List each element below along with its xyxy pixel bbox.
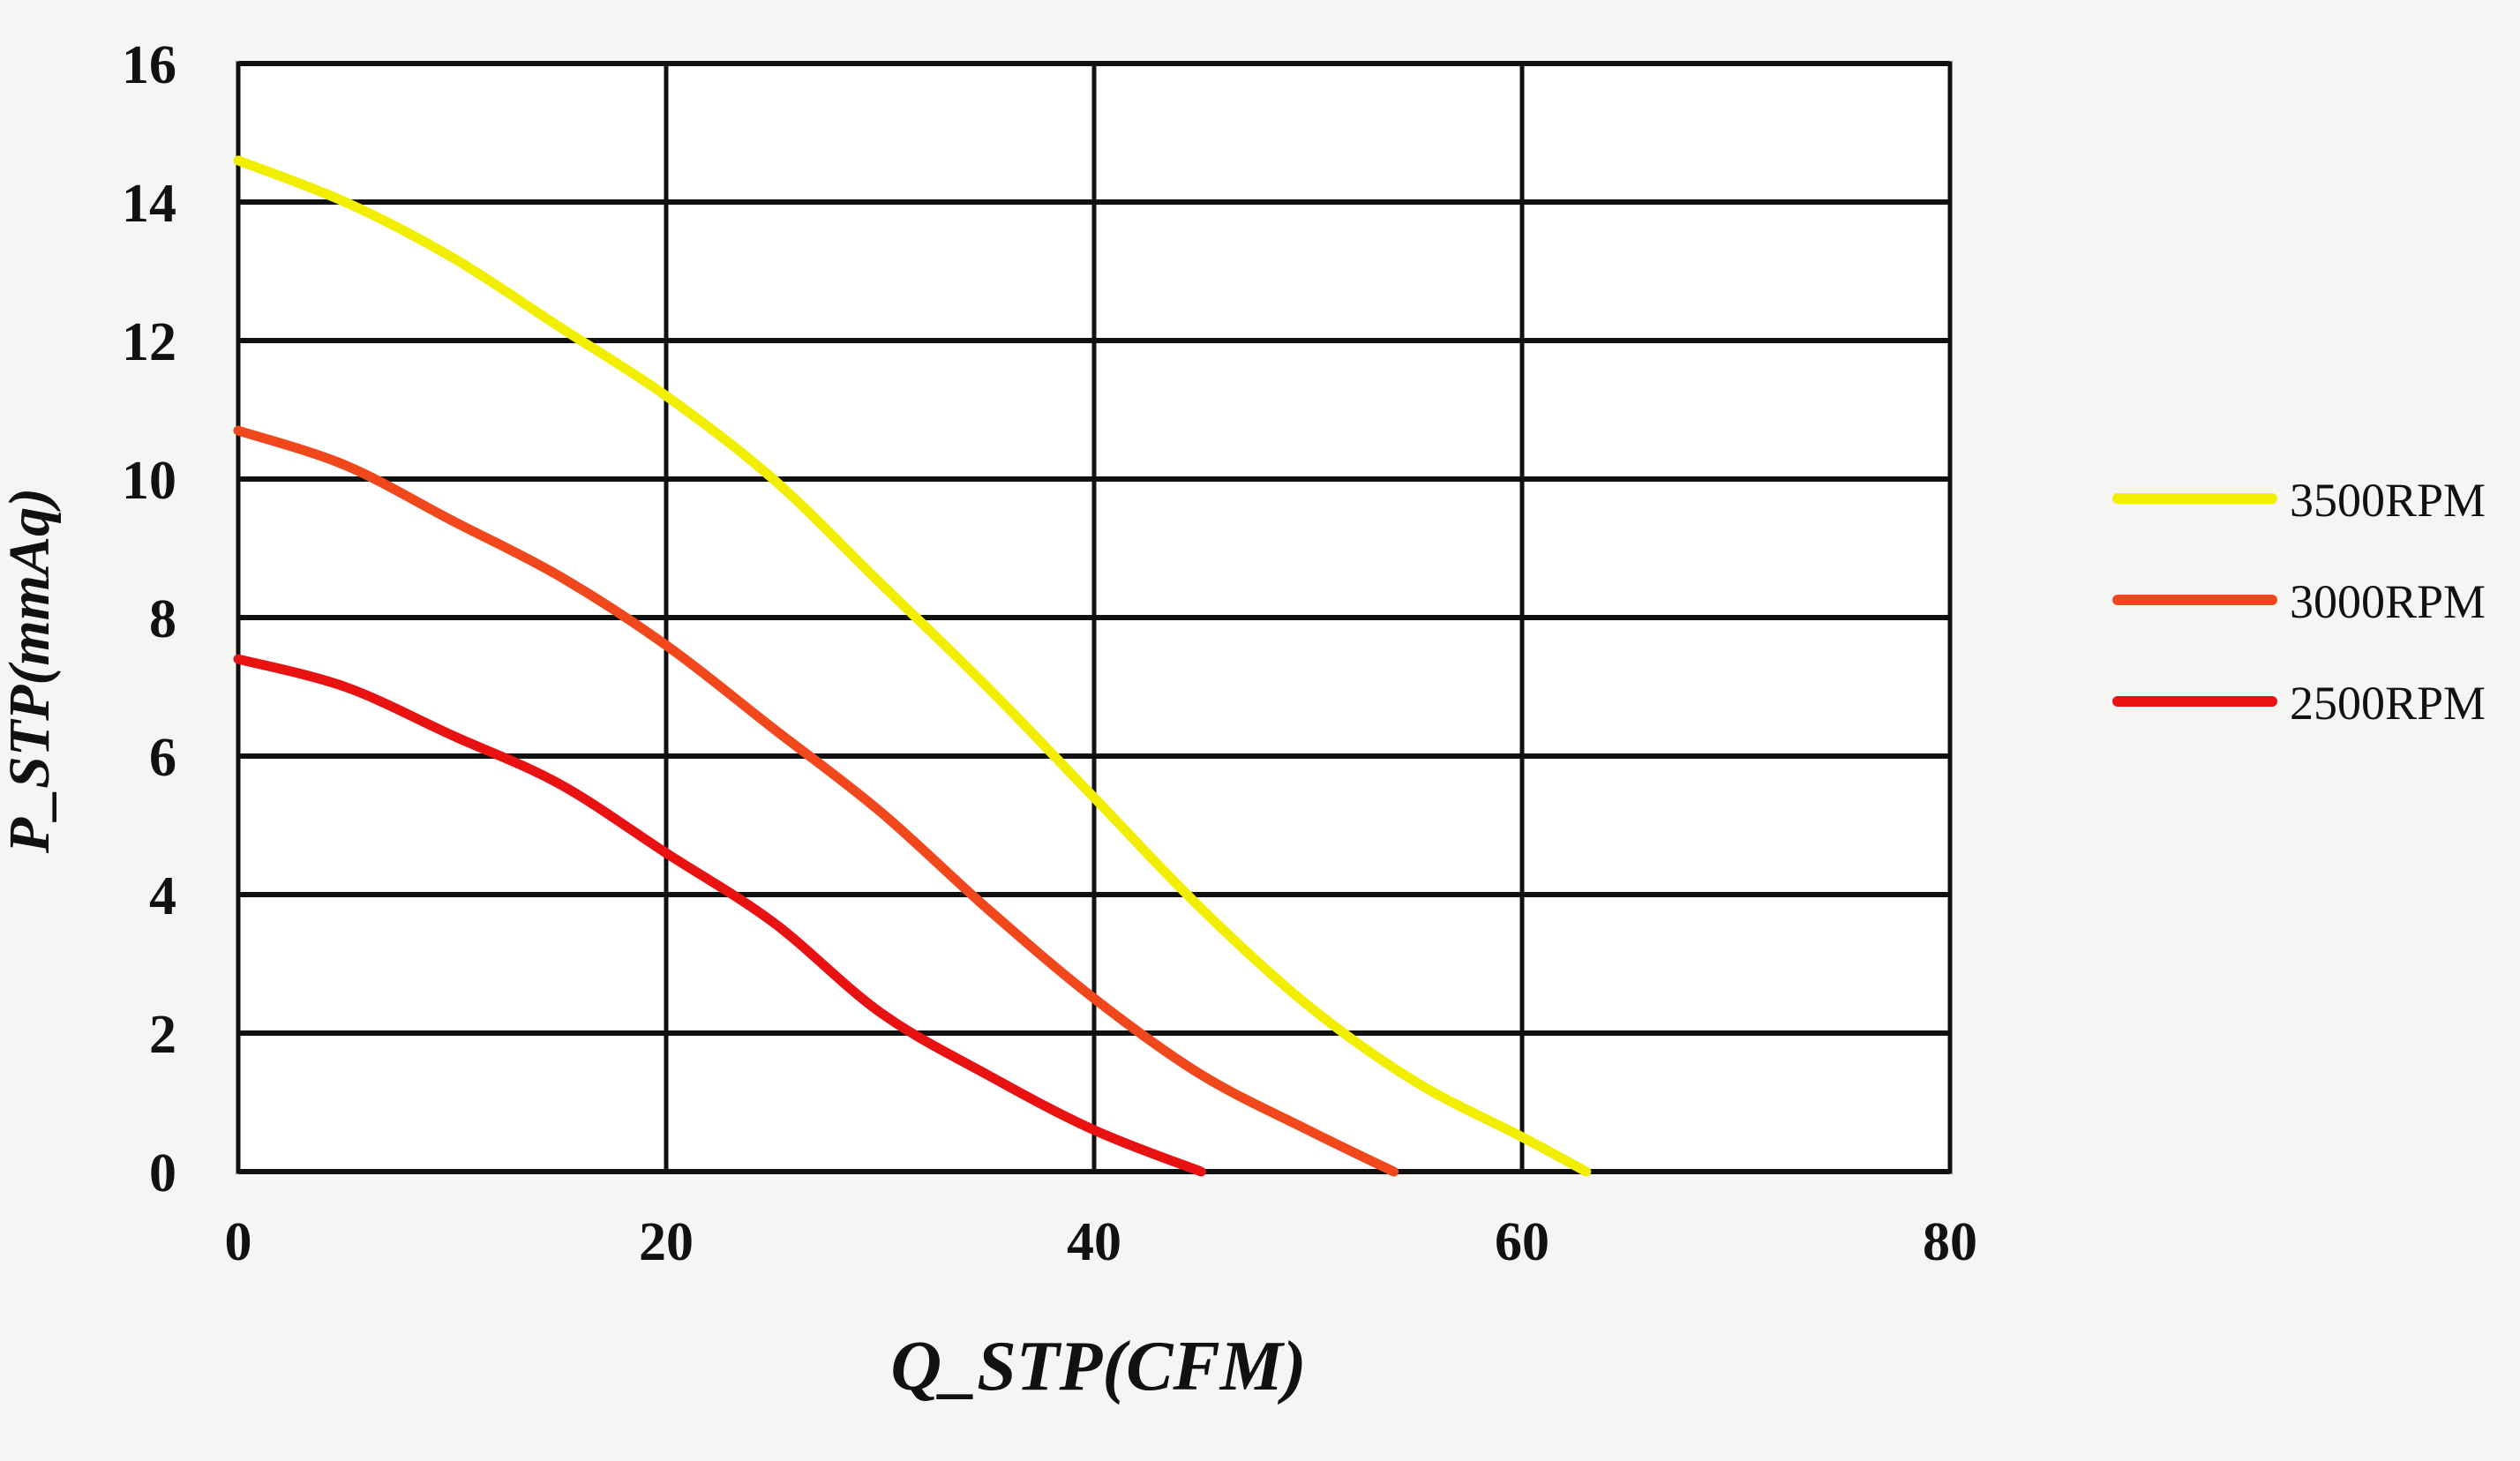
x-tick-labels: 0 20 40 60 80 (225, 1212, 1978, 1272)
legend: 3500RPM 3000RPM 2500RPM (2112, 474, 2486, 730)
y-tick-label: 12 (122, 312, 176, 372)
y-tick-label: 2 (149, 1005, 176, 1065)
x-tick-label: 80 (1923, 1212, 1977, 1272)
y-tick-label: 4 (149, 866, 176, 926)
x-tick-label: 40 (1067, 1212, 1121, 1272)
x-axis-label: Q_STP(CFM) (890, 1328, 1306, 1405)
y-tick-label: 0 (149, 1143, 176, 1203)
x-tick-label: 60 (1495, 1212, 1549, 1272)
series-line-3000RPM (233, 425, 1399, 1177)
y-tick-label: 6 (149, 728, 176, 788)
y-tick-label: 16 (122, 35, 176, 95)
legend-label: 2500RPM (2290, 677, 2486, 730)
y-axis-label: P_STP(mmAq) (0, 488, 62, 854)
series-lines (233, 155, 1592, 1177)
y-tick-label: 8 (149, 589, 176, 649)
y-tick-label: 10 (122, 451, 176, 511)
series-line-2500RPM (233, 654, 1206, 1177)
y-tick-labels: 0 2 4 6 8 10 12 14 16 (122, 35, 176, 1203)
y-tick-label: 14 (122, 174, 176, 234)
grid (236, 61, 1953, 1174)
legend-label: 3500RPM (2290, 474, 2486, 527)
x-tick-label: 20 (639, 1212, 694, 1272)
x-tick-label: 0 (225, 1212, 252, 1272)
series-line-3500RPM (233, 155, 1592, 1177)
legend-label: 3000RPM (2290, 575, 2486, 628)
